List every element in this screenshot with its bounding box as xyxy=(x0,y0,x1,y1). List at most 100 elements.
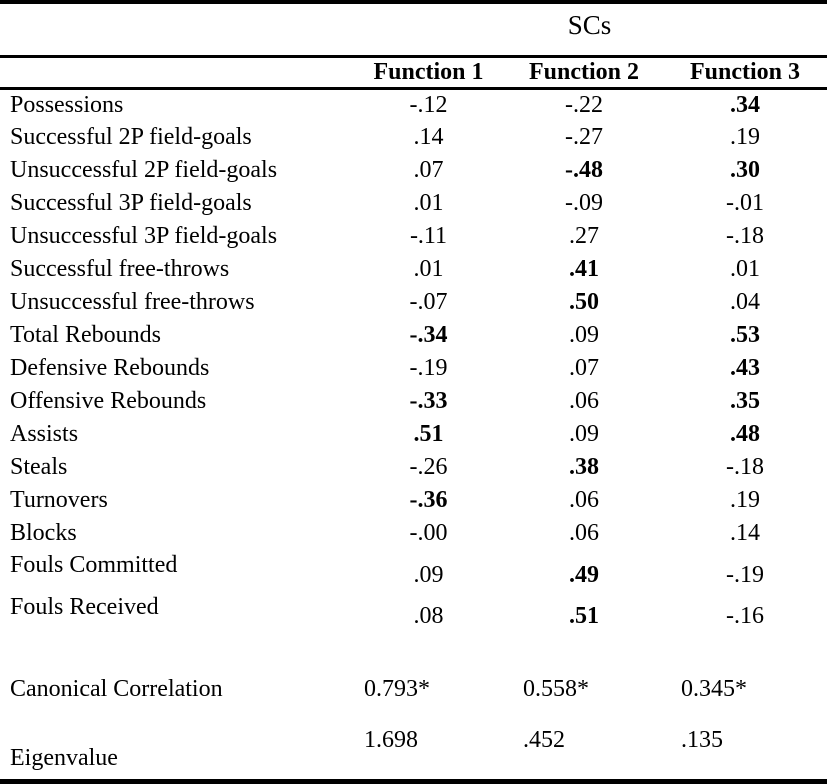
table-row: Turnovers -.36 .06 .19 xyxy=(0,484,827,517)
coefficient-cell: .19 xyxy=(730,487,760,513)
table-title-band: SCs xyxy=(0,4,827,58)
table-row: Successful 2P field-goals .14 -.27 .19 xyxy=(0,121,827,154)
coefficient-cell: .19 xyxy=(730,124,760,150)
row-label: Fouls Committed xyxy=(10,552,178,578)
coefficient-cell: .08 xyxy=(413,603,444,629)
coefficient-cell: -.19 xyxy=(409,355,448,381)
coefficient-cell: -.18 xyxy=(726,223,764,249)
row-label: Steals xyxy=(10,454,68,480)
coefficient-cell: .01 xyxy=(730,256,760,282)
coefficient-cell: -.26 xyxy=(409,454,448,480)
coefficient-cell: .04 xyxy=(730,289,760,315)
header-function-3: Function 3 xyxy=(663,58,827,90)
row-label: Assists xyxy=(10,421,79,447)
table-row: Possessions -.12 -.22 .34 xyxy=(0,88,827,121)
header-row: Function 1 Function 2 Function 3 xyxy=(0,58,827,90)
table-row: Assists .51 .09 .48 xyxy=(0,418,827,451)
spacer-cell xyxy=(663,637,827,662)
coefficient-cell: -.34 xyxy=(409,322,448,348)
coefficient-cell: .49 xyxy=(569,562,599,588)
coefficient-cell: .34 xyxy=(730,91,760,118)
coefficient-cell: .01 xyxy=(413,256,444,282)
coefficient-cell: .51 xyxy=(413,421,444,447)
coefficient-cell: .48 xyxy=(730,421,760,447)
coefficient-cell: -.11 xyxy=(409,223,448,249)
coefficient-cell: -.12 xyxy=(409,91,448,118)
coefficient-cell: .41 xyxy=(569,256,599,282)
table-row: Unsuccessful 2P field-goals .07 -.48 .30 xyxy=(0,154,827,187)
row-label: Unsuccessful free-throws xyxy=(10,289,255,315)
coefficient-cell: .51 xyxy=(569,603,599,629)
coefficient-cell: -.36 xyxy=(409,487,448,513)
coefficient-cell: -.19 xyxy=(726,562,764,588)
table-row: Offensive Rebounds -.33 .06 .35 xyxy=(0,385,827,418)
coefficient-cell: .27 xyxy=(569,223,599,249)
table-row: Successful 3P field-goals .01 -.09 -.01 xyxy=(0,187,827,220)
header-function-2: Function 2 xyxy=(505,58,663,90)
coefficient-cell: -.07 xyxy=(409,289,448,315)
header-empty-cell xyxy=(0,58,352,90)
coefficient-cell: .14 xyxy=(730,520,760,546)
row-label: Fouls Received xyxy=(10,594,159,620)
coefficient-cell: -.27 xyxy=(565,124,603,150)
table-row: Fouls Received .08 .51 -.16 xyxy=(0,592,827,637)
coefficient-cell: -.09 xyxy=(565,190,603,216)
row-label: Total Rebounds xyxy=(10,322,161,348)
stat-value-cell: .135 xyxy=(681,727,723,753)
coefficient-cell: -.48 xyxy=(565,157,603,183)
coefficient-cell: .43 xyxy=(730,355,760,381)
coefficient-cell: -.01 xyxy=(726,190,764,216)
table-row: Total Rebounds -.34 .09 .53 xyxy=(0,319,827,352)
row-label: Successful 3P field-goals xyxy=(10,190,252,216)
row-label: Unsuccessful 3P field-goals xyxy=(10,223,278,249)
spacer-cell xyxy=(0,637,352,662)
stat-label: Canonical Correlation xyxy=(10,676,223,702)
coefficient-cell: -.22 xyxy=(565,91,603,118)
table-row: Fouls Committed .09 .49 -.19 xyxy=(0,550,827,592)
stat-label: Eigenvalue xyxy=(10,745,118,771)
coefficient-cell: .07 xyxy=(413,157,444,183)
coefficient-cell: -.18 xyxy=(726,454,764,480)
coefficient-cell: -.16 xyxy=(726,603,764,629)
coefficient-cell: -.33 xyxy=(409,388,448,414)
row-label: Successful free-throws xyxy=(10,256,230,282)
table-row: Defensive Rebounds -.19 .07 .43 xyxy=(0,352,827,385)
row-label: Defensive Rebounds xyxy=(10,355,210,381)
coefficient-cell: .14 xyxy=(413,124,444,150)
stat-row: Eigenvalue 1.698 .452 .135 xyxy=(0,717,827,776)
row-label: Possessions xyxy=(10,91,124,118)
spacer-cell xyxy=(352,637,505,662)
coefficient-cell: .09 xyxy=(569,322,599,348)
stat-row: Canonical Correlation 0.793* 0.558* 0.345* xyxy=(0,662,827,717)
coefficient-cell: .38 xyxy=(569,454,599,480)
coefficient-cell: .09 xyxy=(413,562,444,588)
coefficient-cell: .35 xyxy=(730,388,760,414)
coefficient-cell: .50 xyxy=(569,289,599,315)
coefficient-cell: .06 xyxy=(569,487,599,513)
stat-value-cell: 0.345* xyxy=(681,676,747,702)
spacer-row xyxy=(0,637,827,662)
table-row: Unsuccessful 3P field-goals -.11 .27 -.18 xyxy=(0,220,827,253)
table-title: SCs xyxy=(567,10,612,40)
coefficient-cell: .09 xyxy=(569,421,599,447)
stat-value-cell: 0.793* xyxy=(364,676,430,702)
spacer-cell xyxy=(505,637,663,662)
stat-value-cell: .452 xyxy=(523,727,565,753)
header-function-1: Function 1 xyxy=(352,58,505,90)
table-row: Successful free-throws .01 .41 .01 xyxy=(0,253,827,286)
row-label: Offensive Rebounds xyxy=(10,388,207,414)
table-row: Unsuccessful free-throws -.07 .50 .04 xyxy=(0,286,827,319)
canonical-correlation-table: Function 1 Function 2 Function 3 Possess… xyxy=(0,58,827,776)
table-row: Steals -.26 .38 -.18 xyxy=(0,451,827,484)
row-label: Unsuccessful 2P field-goals xyxy=(10,157,278,183)
coefficient-cell: -.00 xyxy=(409,520,448,546)
row-label: Turnovers xyxy=(10,487,108,513)
row-label: Blocks xyxy=(10,520,77,546)
coefficient-cell: .06 xyxy=(569,388,599,414)
coefficient-cell: .30 xyxy=(730,157,760,183)
coefficient-cell: .07 xyxy=(569,355,599,381)
coefficient-cell: .06 xyxy=(569,520,599,546)
stat-value-cell: 0.558* xyxy=(523,676,589,702)
stat-value-cell: 1.698 xyxy=(364,727,418,753)
